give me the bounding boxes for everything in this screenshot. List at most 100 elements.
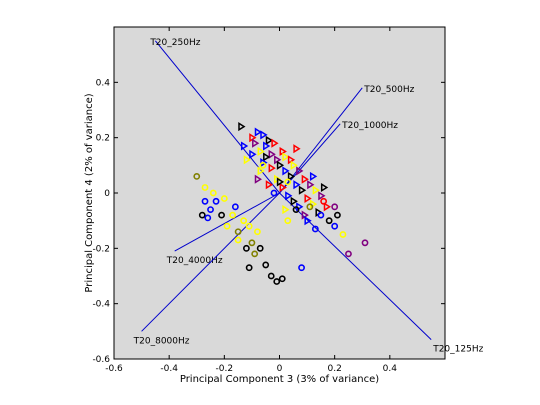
- data-point-circle: [218, 211, 225, 219]
- data-point-circle: [204, 214, 212, 222]
- data-point-circle: [201, 184, 209, 191]
- data-point-triangle: [252, 138, 260, 148]
- data-point-circle: [278, 275, 286, 283]
- data-point-triangle: [318, 191, 326, 201]
- data-point-triangle: [263, 152, 271, 162]
- data-point-circle: [331, 203, 339, 211]
- loading-vector-line: [174, 192, 280, 252]
- data-point-circle: [245, 264, 253, 272]
- data-point-circle: [311, 225, 319, 233]
- data-point-circle: [256, 244, 264, 252]
- data-point-circle: [284, 217, 292, 225]
- data-point-circle: [306, 203, 314, 211]
- data-point-triangle: [293, 144, 301, 154]
- y-axis-ticks: -0.6 -0.4 -0.2 0 0.2 0.4: [92, 78, 445, 365]
- data-point-triangle: [257, 166, 265, 176]
- data-point-triangle: [268, 163, 276, 173]
- data-point-circle: [251, 250, 259, 258]
- data-point-circle: [229, 211, 237, 219]
- loading-vector-label: T20_1000Hz: [341, 121, 398, 131]
- data-point-triangle: [323, 202, 332, 212]
- data-point-circle: [212, 197, 220, 205]
- data-point-circle: [345, 250, 352, 258]
- data-point-triangle: [285, 191, 293, 201]
- data-point-circle: [262, 261, 270, 269]
- data-point-triangle: [260, 130, 268, 140]
- data-point-triangle: [293, 180, 301, 190]
- x-axis-label: Principal Component 3 (3% of variance): [180, 374, 379, 385]
- data-point-circle: [234, 236, 242, 244]
- data-point-circle: [331, 222, 339, 230]
- data-point-circle: [234, 228, 242, 236]
- data-point-circle: [259, 161, 267, 169]
- data-point-triangle: [312, 185, 321, 195]
- data-point-triangle: [298, 185, 307, 195]
- x-tick-label: -0.6: [105, 364, 123, 374]
- data-point-triangle: [268, 149, 276, 159]
- x-tick-label: 0.4: [383, 364, 398, 374]
- data-point-circle: [254, 228, 261, 236]
- data-point-circle: [339, 231, 347, 238]
- data-point-circle: [273, 278, 281, 285]
- data-point-circle: [201, 197, 209, 205]
- data-point-triangle: [296, 166, 304, 176]
- data-point-circle: [325, 217, 333, 225]
- x-axis-ticks: -0.6 -0.4 -0.2 0 0.2 0.4: [105, 27, 397, 374]
- y-tick-label: 0.4: [96, 78, 111, 88]
- data-point-circle: [245, 222, 253, 230]
- x-tick-label: 0.2: [328, 364, 342, 374]
- data-point-triangle: [249, 149, 257, 159]
- data-point-circle: [298, 264, 305, 272]
- data-point-circle: [334, 211, 341, 219]
- data-point-triangle: [290, 160, 298, 170]
- loading-vector-label: T20_500Hz: [363, 85, 414, 95]
- loading-vector-label: T20_4000Hz: [166, 256, 223, 266]
- data-point-triangle: [282, 205, 290, 215]
- data-point-circle: [242, 244, 250, 252]
- data-point-circle: [231, 203, 239, 211]
- data-point-circle: [320, 197, 328, 205]
- data-point-triangle: [282, 152, 290, 162]
- data-point-triangle: [307, 180, 315, 190]
- data-point-circle: [207, 206, 214, 213]
- loading-vector-label: T20_8000Hz: [133, 336, 190, 346]
- data-point-circle: [361, 239, 369, 247]
- data-point-triangle: [265, 180, 274, 190]
- x-tick-label: -0.2: [216, 364, 234, 374]
- y-tick-label: -0.2: [92, 244, 110, 254]
- data-point-circle: [240, 217, 248, 225]
- y-tick-label: 0.2: [96, 134, 110, 144]
- data-point-triangle: [276, 177, 285, 187]
- y-tick-label: -0.6: [92, 355, 110, 365]
- data-point-triangle: [276, 160, 285, 170]
- y-tick-label: 0: [104, 189, 110, 199]
- data-point-triangle: [287, 171, 296, 181]
- data-points: [193, 122, 369, 285]
- x-tick-label: -0.4: [160, 364, 178, 374]
- data-point-circle: [284, 178, 292, 186]
- data-point-triangle: [243, 155, 252, 165]
- data-point-triangle: [282, 166, 290, 176]
- data-point-circle: [292, 206, 300, 213]
- data-point-triangle: [240, 141, 249, 151]
- x-tick-label: 0: [277, 364, 283, 374]
- data-point-triangle: [238, 122, 246, 132]
- data-point-triangle: [309, 171, 318, 181]
- loading-vector-label: T20_125Hz: [432, 345, 483, 355]
- data-point-circle: [267, 272, 275, 280]
- data-point-triangle: [304, 193, 312, 204]
- data-point-circle: [248, 239, 256, 247]
- data-point-triangle: [301, 174, 309, 184]
- data-point-circle: [198, 211, 206, 219]
- data-point-triangle: [254, 174, 263, 184]
- data-point-circle: [317, 211, 325, 219]
- data-point-triangle: [265, 135, 274, 145]
- data-point-triangle: [254, 127, 263, 137]
- loading-vector-line: [141, 192, 280, 332]
- data-point-triangle: [279, 182, 287, 193]
- data-point-circle: [193, 172, 201, 180]
- data-point-circle: [270, 189, 278, 197]
- data-point-circle: [209, 189, 217, 197]
- data-point-triangle: [271, 138, 279, 148]
